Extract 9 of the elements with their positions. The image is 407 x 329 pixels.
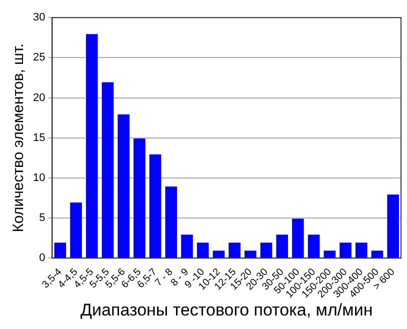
x-axis-title: Диапазоны тестового потока, мл/мин: [80, 300, 373, 320]
y-tick-label: 0: [39, 252, 46, 264]
y-tick-label: 5: [39, 212, 46, 224]
y-tick-label: 25: [32, 52, 46, 64]
y-tick-label: 30: [32, 12, 46, 24]
y-tick-label: 15: [32, 132, 46, 144]
y-tick-label: 10: [32, 172, 46, 184]
y-axis-title: Количество элементов, шт.: [10, 43, 28, 232]
y-tick-label: 20: [32, 92, 46, 104]
